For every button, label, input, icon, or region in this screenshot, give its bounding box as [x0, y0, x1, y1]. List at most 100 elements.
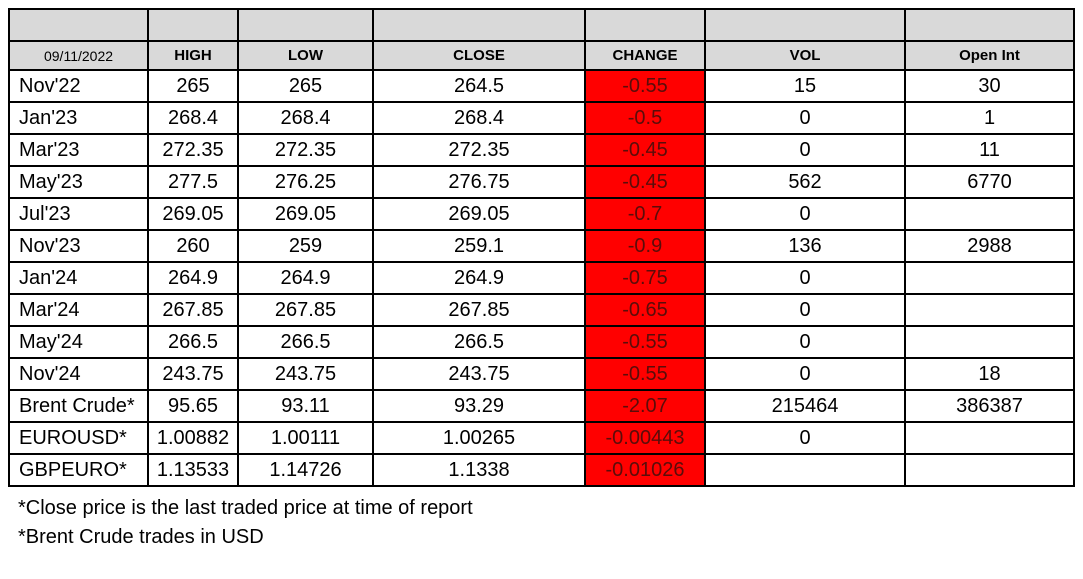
high-value: 95.65	[147, 389, 239, 423]
openint-value: 18	[904, 357, 1075, 391]
report-date: 09/11/2022	[8, 40, 149, 71]
high-value: 268.4	[147, 101, 239, 135]
blank-cell	[147, 8, 239, 42]
table-row: May'23 277.5 276.25 276.75 -0.45 562 677…	[8, 165, 1075, 199]
table-body: Nov'22 265 265 264.5 -0.55 15 30 Jan'23 …	[8, 69, 1075, 487]
column-header-row: 09/11/2022 HIGH LOW CLOSE CHANGE VOL Ope…	[8, 40, 1075, 71]
change-value: -0.55	[584, 69, 706, 103]
low-value: 272.35	[237, 133, 374, 167]
vol-value: 0	[704, 133, 906, 167]
futures-report: 09/11/2022 HIGH LOW CLOSE CHANGE VOL Ope…	[8, 8, 1075, 552]
vol-value: 0	[704, 421, 906, 455]
low-value: 1.14726	[237, 453, 374, 487]
contract-label: Jul'23	[8, 197, 149, 231]
openint-value: 2988	[904, 229, 1075, 263]
openint-value	[904, 293, 1075, 327]
column-header-change: CHANGE	[584, 40, 706, 71]
change-value: -0.7	[584, 197, 706, 231]
low-value: 269.05	[237, 197, 374, 231]
contract-label: Nov'22	[8, 69, 149, 103]
change-value: -0.55	[584, 325, 706, 359]
vol-value: 562	[704, 165, 906, 199]
change-value: -0.01026	[584, 453, 706, 487]
table-row: EUROUSD* 1.00882 1.00111 1.00265 -0.0044…	[8, 421, 1075, 455]
openint-value	[904, 261, 1075, 295]
contract-label: Mar'24	[8, 293, 149, 327]
blank-cell	[372, 8, 586, 42]
close-value: 243.75	[372, 357, 586, 391]
vol-value: 0	[704, 325, 906, 359]
change-value: -0.00443	[584, 421, 706, 455]
column-header-openint: Open Int	[904, 40, 1075, 71]
table-row: Jan'24 264.9 264.9 264.9 -0.75 0	[8, 261, 1075, 295]
close-value: 267.85	[372, 293, 586, 327]
openint-value: 1	[904, 101, 1075, 135]
contract-label: Jan'23	[8, 101, 149, 135]
change-value: -0.65	[584, 293, 706, 327]
change-value: -0.9	[584, 229, 706, 263]
high-value: 1.13533	[147, 453, 239, 487]
close-value: 266.5	[372, 325, 586, 359]
high-value: 264.9	[147, 261, 239, 295]
futures-table: 09/11/2022 HIGH LOW CLOSE CHANGE VOL Ope…	[8, 8, 1075, 487]
contract-label: GBPEURO*	[8, 453, 149, 487]
close-value: 269.05	[372, 197, 586, 231]
change-value: -0.45	[584, 165, 706, 199]
table-row: Jan'23 268.4 268.4 268.4 -0.5 0 1	[8, 101, 1075, 135]
change-value: -0.5	[584, 101, 706, 135]
openint-value	[904, 325, 1075, 359]
high-value: 266.5	[147, 325, 239, 359]
table-row: Mar'23 272.35 272.35 272.35 -0.45 0 11	[8, 133, 1075, 167]
column-header-high: HIGH	[147, 40, 239, 71]
change-value: -2.07	[584, 389, 706, 423]
footnotes: *Close price is the last traded price at…	[18, 494, 1075, 552]
close-value: 268.4	[372, 101, 586, 135]
high-value: 243.75	[147, 357, 239, 391]
low-value: 1.00111	[237, 421, 374, 455]
table-row: GBPEURO* 1.13533 1.14726 1.1338 -0.01026	[8, 453, 1075, 487]
table-row: Nov'22 265 265 264.5 -0.55 15 30	[8, 69, 1075, 103]
blank-cell	[8, 8, 149, 42]
high-value: 260	[147, 229, 239, 263]
column-header-close: CLOSE	[372, 40, 586, 71]
table-row: Nov'24 243.75 243.75 243.75 -0.55 0 18	[8, 357, 1075, 391]
vol-value: 0	[704, 261, 906, 295]
contract-label: Brent Crude*	[8, 389, 149, 423]
vol-value	[704, 453, 906, 487]
blank-cell	[584, 8, 706, 42]
close-value: 276.75	[372, 165, 586, 199]
close-value: 93.29	[372, 389, 586, 423]
low-value: 268.4	[237, 101, 374, 135]
openint-value	[904, 421, 1075, 455]
change-value: -0.75	[584, 261, 706, 295]
table-row: May'24 266.5 266.5 266.5 -0.55 0	[8, 325, 1075, 359]
footnote-brent-usd: *Brent Crude trades in USD	[18, 526, 264, 548]
vol-value: 0	[704, 197, 906, 231]
low-value: 93.11	[237, 389, 374, 423]
openint-value: 30	[904, 69, 1075, 103]
low-value: 265	[237, 69, 374, 103]
openint-value	[904, 453, 1075, 487]
low-value: 264.9	[237, 261, 374, 295]
blank-cell	[237, 8, 374, 42]
close-value: 259.1	[372, 229, 586, 263]
high-value: 265	[147, 69, 239, 103]
low-value: 267.85	[237, 293, 374, 327]
contract-label: Mar'23	[8, 133, 149, 167]
contract-label: Nov'24	[8, 357, 149, 391]
blank-cell	[904, 8, 1075, 42]
table-row: Mar'24 267.85 267.85 267.85 -0.65 0	[8, 293, 1075, 327]
close-value: 264.9	[372, 261, 586, 295]
contract-label: Nov'23	[8, 229, 149, 263]
low-value: 259	[237, 229, 374, 263]
vol-value: 0	[704, 293, 906, 327]
change-value: -0.45	[584, 133, 706, 167]
footnote-close-price: *Close price is the last traded price at…	[18, 497, 473, 519]
blank-header-band	[8, 8, 1075, 42]
high-value: 277.5	[147, 165, 239, 199]
contract-label: May'24	[8, 325, 149, 359]
low-value: 276.25	[237, 165, 374, 199]
change-value: -0.55	[584, 357, 706, 391]
vol-value: 15	[704, 69, 906, 103]
high-value: 272.35	[147, 133, 239, 167]
